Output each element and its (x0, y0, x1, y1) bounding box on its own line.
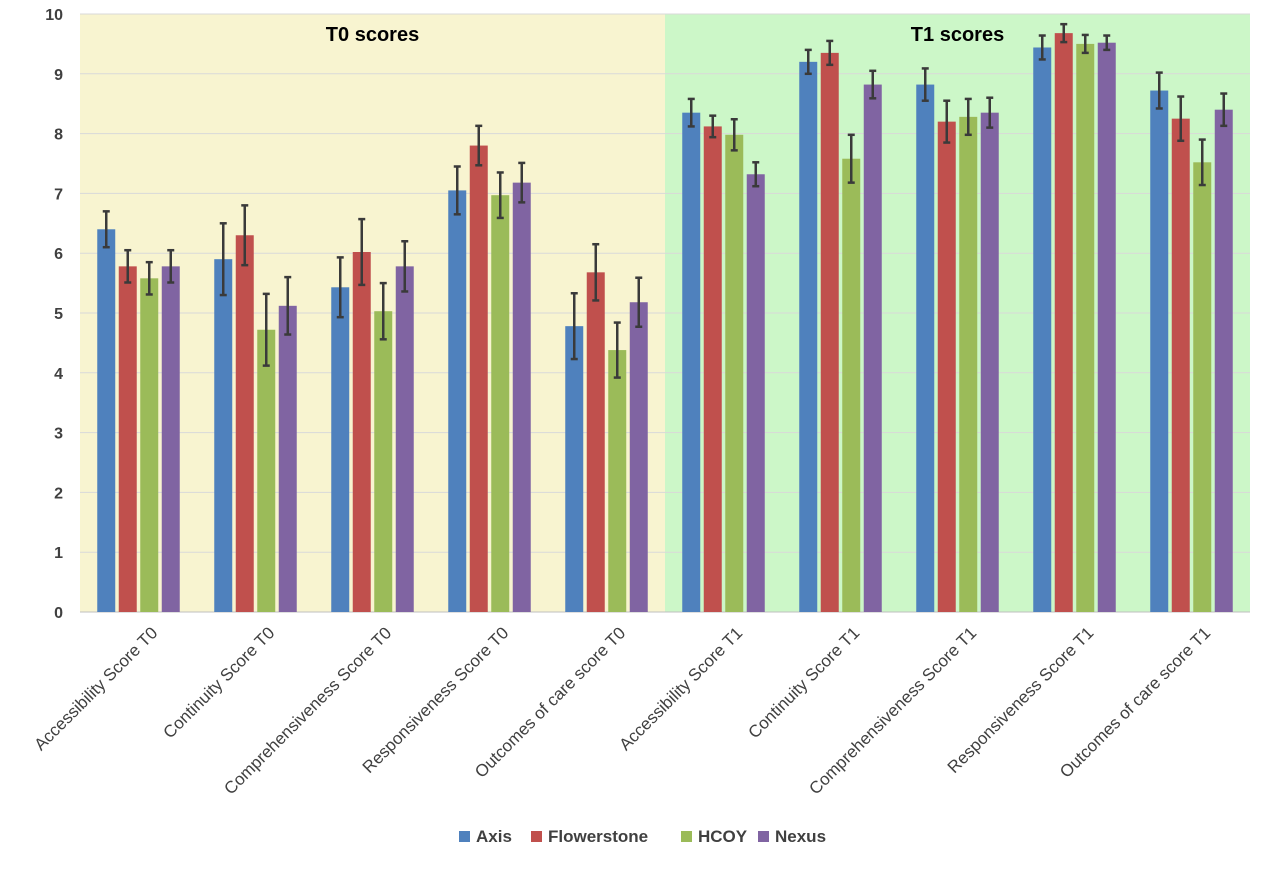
bar-axis-8 (1033, 47, 1052, 613)
bar-nexus-4 (629, 302, 648, 612)
bar-axis-4 (565, 326, 584, 612)
bar-flowerstone-7 (937, 121, 956, 612)
bar-flowerstone-6 (820, 52, 839, 613)
bar-flowerstone-2 (352, 252, 371, 612)
bar-hcoy-1 (257, 329, 276, 612)
legend-label-axis: Axis (476, 827, 512, 846)
y-tick-label: 0 (54, 605, 63, 622)
legend-label-flowerstone: Flowerstone (548, 827, 648, 846)
bar-nexus-3 (512, 182, 531, 613)
y-tick-label: 3 (54, 426, 63, 443)
bar-hcoy-5 (725, 134, 744, 612)
bar-axis-3 (448, 190, 467, 612)
bar-nexus-5 (746, 174, 765, 612)
y-tick-label: 10 (45, 7, 63, 24)
y-tick-label: 4 (54, 366, 63, 383)
y-tick-label: 7 (54, 186, 63, 203)
bar-hcoy-4 (608, 350, 627, 612)
bar-nexus-7 (980, 112, 999, 613)
bar-nexus-0 (161, 266, 180, 612)
bar-nexus-2 (395, 266, 414, 612)
bar-hcoy-0 (140, 278, 159, 612)
y-tick-label: 6 (54, 246, 63, 263)
bar-hcoy-6 (842, 158, 861, 612)
bar-flowerstone-4 (586, 272, 605, 612)
legend-swatch-hcoy (681, 831, 692, 842)
bars (97, 33, 1233, 613)
x-category-label: Accessibility Score T0 (31, 623, 162, 754)
y-tick-label: 9 (54, 67, 63, 84)
bar-nexus-9 (1214, 109, 1233, 613)
y-axis-ticks: 0 1 2 3 4 5 6 7 8 9 10 (45, 7, 63, 622)
panel-title-t1: T1 scores (911, 24, 1004, 46)
legend-label-nexus: Nexus (775, 827, 826, 846)
bar-flowerstone-5 (703, 126, 722, 612)
bar-axis-0 (97, 229, 116, 612)
legend-swatch-nexus (758, 831, 769, 842)
x-category-label: Continuity Score T1 (745, 623, 864, 742)
x-category-label: Accessibility Score T1 (616, 623, 747, 754)
bar-hcoy-3 (491, 195, 510, 612)
bar-flowerstone-9 (1171, 118, 1190, 613)
bar-hcoy-7 (959, 116, 978, 612)
x-category-label: Continuity Score T0 (160, 623, 279, 742)
bar-axis-9 (1150, 90, 1169, 612)
legend-swatch-flowerstone (531, 831, 542, 842)
y-tick-label: 2 (54, 485, 63, 502)
panel-title-t0: T0 scores (326, 24, 419, 46)
bar-flowerstone-3 (469, 145, 488, 612)
bar-hcoy-9 (1193, 162, 1212, 612)
y-tick-label: 8 (54, 127, 63, 144)
y-tick-label: 1 (54, 545, 63, 562)
bar-axis-5 (682, 112, 701, 613)
legend: Axis Flowerstone HCOY Nexus (459, 827, 826, 846)
legend-label-hcoy: HCOY (698, 827, 748, 846)
bar-flowerstone-8 (1054, 33, 1073, 613)
y-tick-label: 5 (54, 306, 63, 323)
bar-flowerstone-1 (235, 235, 254, 612)
bar-hcoy-8 (1076, 43, 1095, 612)
error-bars (102, 22, 1228, 379)
bar-nexus-8 (1097, 42, 1116, 613)
legend-swatch-axis (459, 831, 470, 842)
bar-hcoy-2 (374, 311, 393, 612)
bar-flowerstone-0 (118, 266, 137, 612)
bar-axis-6 (799, 61, 818, 612)
bar-axis-1 (214, 259, 233, 612)
bar-nexus-1 (278, 305, 297, 612)
bar-axis-2 (331, 287, 350, 612)
bar-axis-7 (916, 84, 935, 612)
bar-nexus-6 (863, 84, 882, 612)
